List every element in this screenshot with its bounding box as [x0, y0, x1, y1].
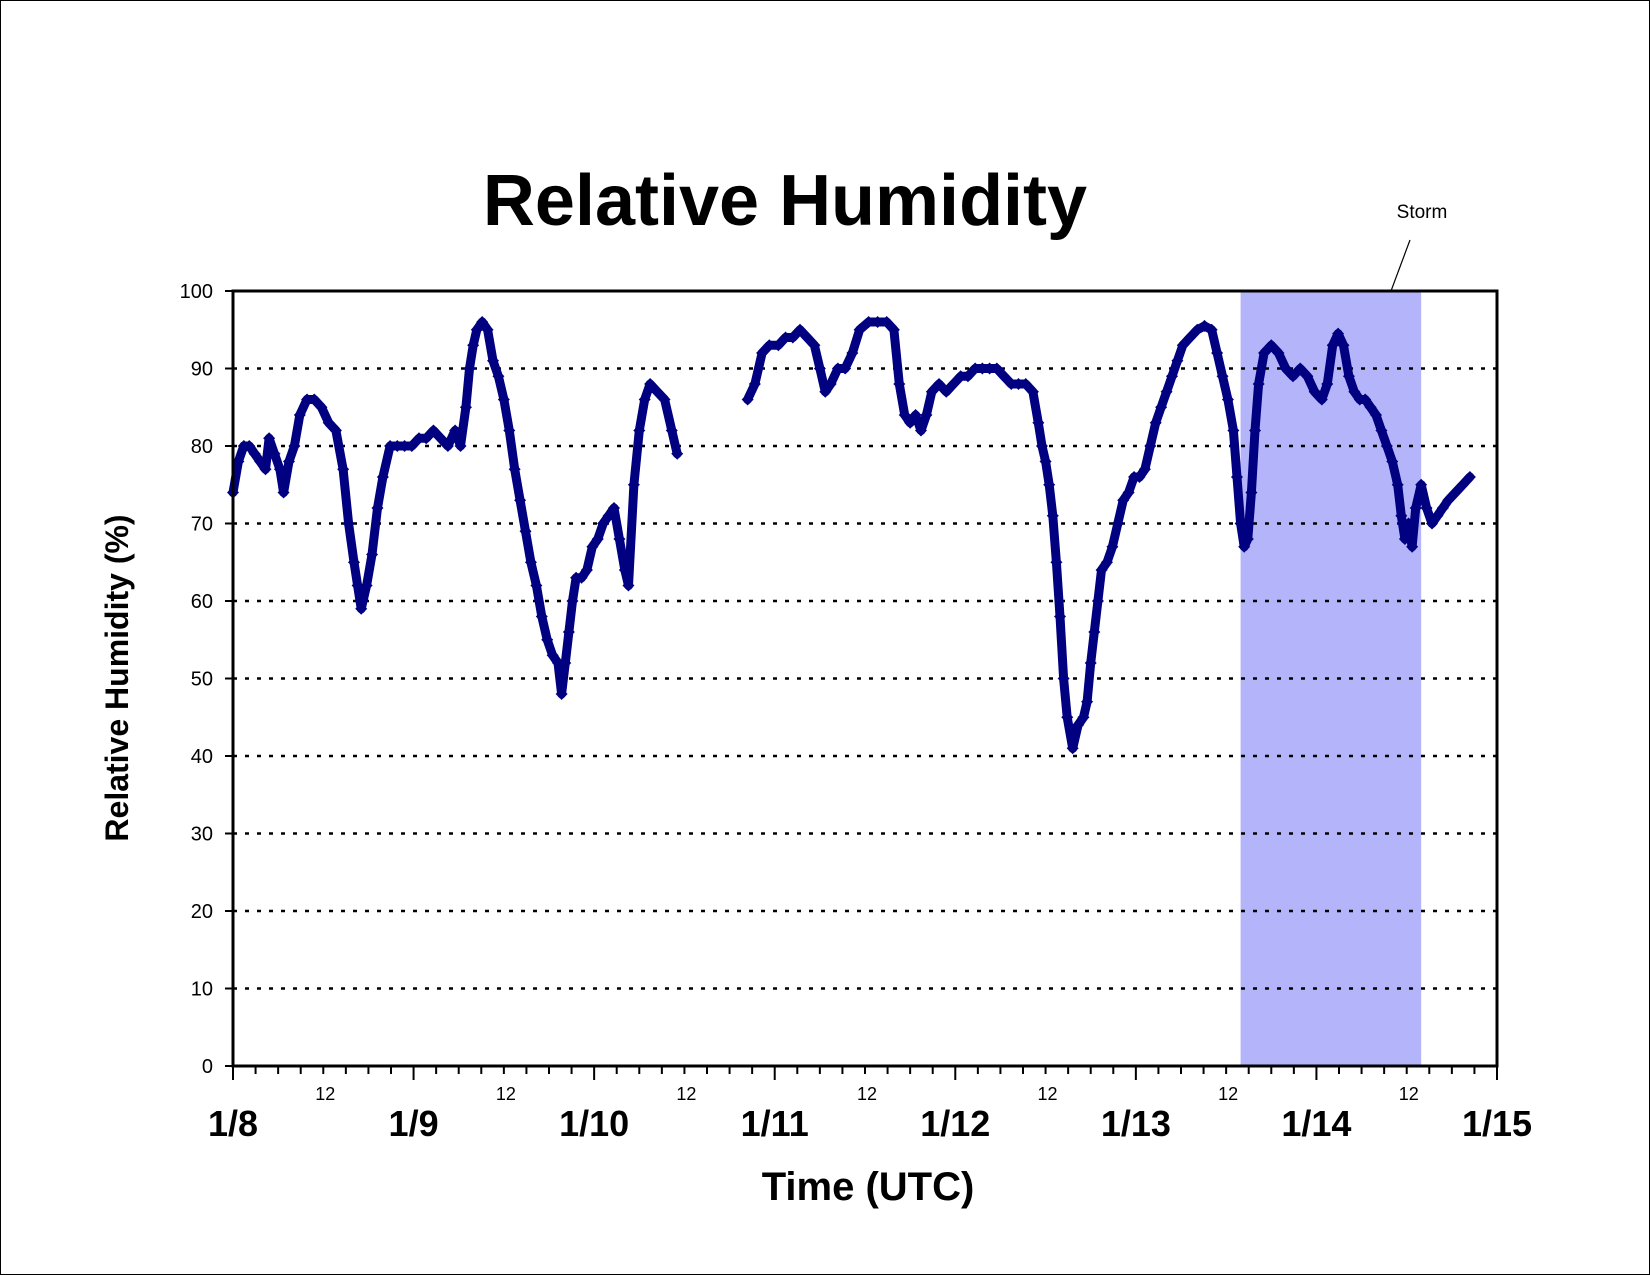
- y-tick-label: 40: [191, 746, 213, 768]
- storm-region: [1240, 291, 1422, 1066]
- x-day-label: 1/12: [920, 1103, 990, 1144]
- y-tick-label: 60: [191, 591, 213, 613]
- y-tick-label: 90: [191, 359, 213, 381]
- y-tick-label: 80: [191, 436, 213, 458]
- x-midday-label: 12: [496, 1084, 516, 1104]
- x-day-label: 1/11: [741, 1103, 809, 1144]
- x-axis-title: Time (UTC): [762, 1165, 975, 1209]
- x-midday-label: 12: [676, 1084, 696, 1104]
- chart-title: Relative Humidity: [482, 161, 1088, 241]
- storm-label: Storm: [1397, 202, 1448, 223]
- data-series-trace: [228, 317, 1475, 753]
- x-midday-label: 12: [315, 1084, 335, 1104]
- x-day-label: 1/14: [1281, 1103, 1351, 1144]
- y-tick-label: 0: [202, 1056, 213, 1078]
- y-tick-label: 30: [191, 824, 213, 846]
- x-midday-label: 12: [1038, 1084, 1058, 1104]
- storm-leader-line: [1390, 239, 1411, 292]
- x-day-label: 1/9: [389, 1103, 439, 1144]
- x-day-label: 1/10: [559, 1103, 629, 1144]
- y-axis-title: Relative Humidity (%): [99, 514, 135, 841]
- y-tick-label: 70: [191, 514, 213, 536]
- x-day-label: 1/13: [1101, 1103, 1171, 1144]
- y-tick-label: 20: [191, 901, 213, 923]
- x-day-label: 1/8: [208, 1103, 258, 1144]
- y-tick-label: 10: [191, 979, 213, 1001]
- x-midday-label: 12: [1218, 1084, 1238, 1104]
- y-tick-label: 100: [180, 281, 213, 303]
- x-midday-label: 12: [1399, 1084, 1419, 1104]
- x-day-label: 1/15: [1462, 1103, 1532, 1144]
- y-tick-label: 50: [191, 669, 213, 691]
- x-midday-label: 12: [857, 1084, 877, 1104]
